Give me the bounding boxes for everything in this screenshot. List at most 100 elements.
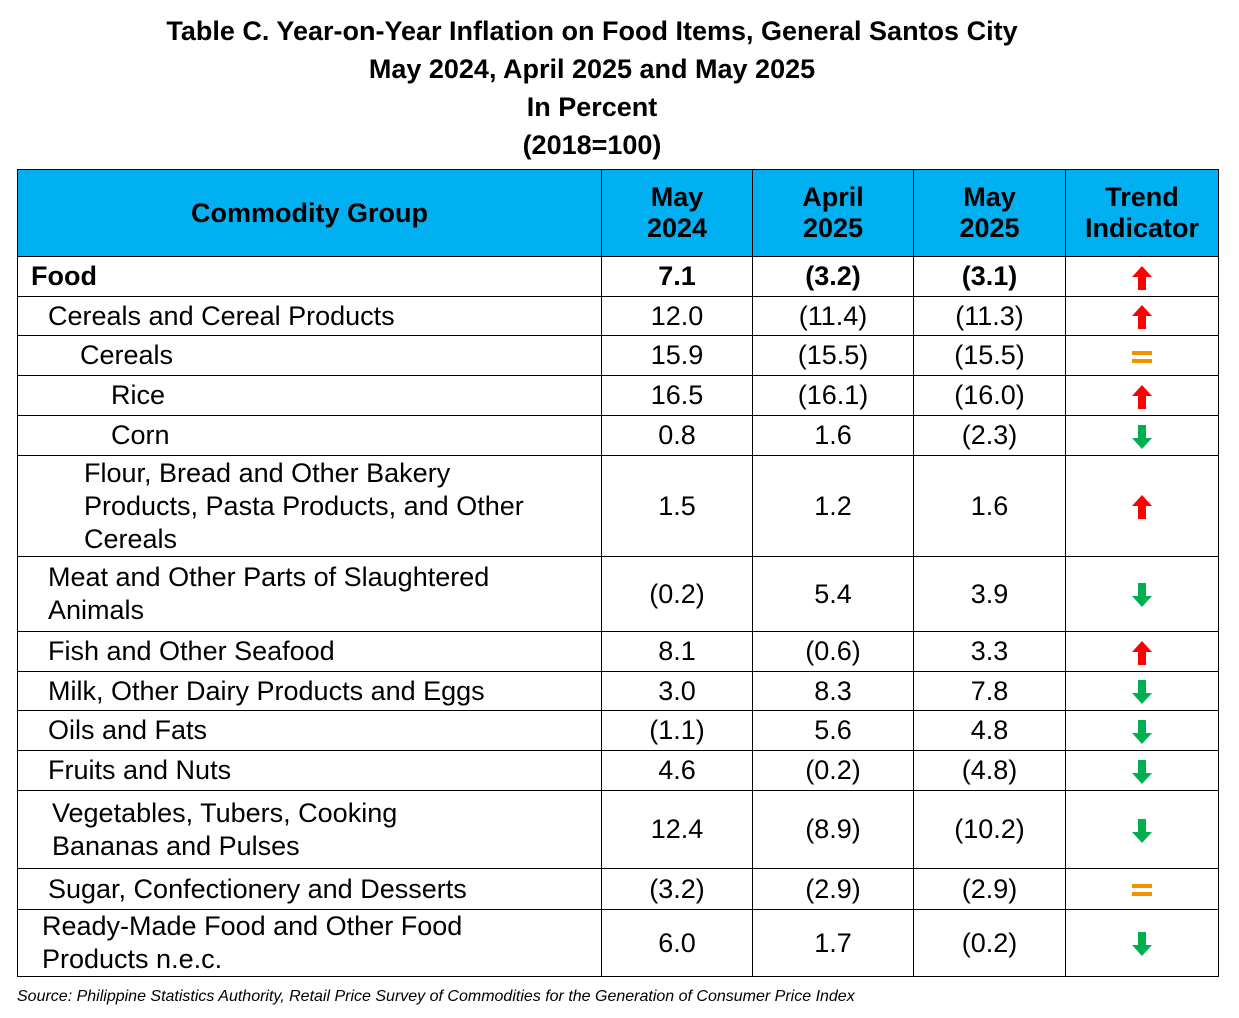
value-may-2025: (2.9)	[913, 868, 1066, 910]
commodity-label: Oils and Fats	[17, 710, 602, 751]
value-april-2025: 1.2	[752, 455, 914, 557]
value-may-2025: (10.2)	[913, 790, 1066, 869]
trend-indicator-cell	[1065, 750, 1219, 791]
trend-indicator-cell	[1065, 415, 1219, 456]
commodity-label-line: Cereals and Cereal Products	[48, 300, 395, 331]
header-may-2024: May 2024	[601, 169, 753, 257]
trend-down-arrow-icon	[1132, 424, 1152, 449]
title-line-3: In Percent	[526, 92, 658, 122]
commodity-label-line: Corn	[111, 420, 170, 450]
commodity-label: Food	[17, 256, 602, 297]
trend-down-arrow-icon	[1132, 932, 1152, 957]
table-row: Corn 0.8 1.6 (2.3)	[17, 415, 1219, 456]
value-april-2025: (16.1)	[752, 375, 914, 416]
commodity-label-line: Rice	[111, 380, 166, 410]
value-may-2024: (0.2)	[601, 556, 753, 632]
trend-indicator-cell	[1065, 909, 1219, 977]
value-april-2025: (15.5)	[752, 335, 914, 376]
value-may-2025: (2.3)	[913, 415, 1066, 456]
table-row: Food 7.1 (3.2) (3.1)	[17, 256, 1219, 297]
commodity-label-line: Fruits and Nuts	[48, 755, 232, 785]
commodity-label-line: Ready-Made Food and Other Food	[42, 911, 463, 941]
value-may-2025: 3.3	[913, 631, 1066, 672]
trend-down-arrow-icon	[1132, 719, 1152, 744]
trend-up-arrow-icon	[1132, 640, 1152, 665]
value-april-2025: (3.2)	[752, 256, 914, 297]
commodity-label: Ready-Made Food and Other Food Products n…	[17, 909, 602, 977]
value-may-2025: (15.5)	[913, 335, 1066, 376]
trend-indicator-cell	[1065, 710, 1219, 751]
value-april-2025: 1.6	[752, 415, 914, 456]
value-april-2025: (0.6)	[752, 631, 914, 672]
commodity-label: Sugar, Confectionery and Desserts	[17, 868, 602, 910]
trend-indicator-cell	[1065, 631, 1219, 672]
commodity-label-line: Cereals	[84, 523, 178, 554]
title-line-1: Table C. Year-on-Year Inflation on Food …	[166, 16, 1018, 46]
header-trend-indicator: Trend Indicator	[1065, 169, 1219, 257]
commodity-label: Cereals and Cereal Products	[17, 296, 602, 336]
value-may-2025: 1.6	[913, 455, 1066, 557]
value-april-2025: (2.9)	[752, 868, 914, 910]
table-row: Ready-Made Food and Other Food Products n…	[17, 909, 1219, 977]
commodity-label-line: Products n.e.c.	[42, 944, 223, 974]
commodity-label: Fish and Other Seafood	[17, 631, 602, 672]
commodity-label: Meat and Other Parts of Slaughtered Anima…	[17, 556, 602, 632]
value-may-2024: 1.5	[601, 455, 753, 557]
commodity-label: Fruits and Nuts	[17, 750, 602, 791]
value-may-2025: (16.0)	[913, 375, 1066, 416]
trend-up-arrow-icon	[1132, 495, 1152, 520]
header-may-2024-line2: 2024	[646, 213, 708, 243]
header-commodity-group: Commodity Group	[17, 169, 602, 257]
value-may-2025: 7.8	[913, 671, 1066, 711]
table-row: Sugar, Confectionery and Desserts (3.2) (2…	[17, 868, 1219, 910]
inflation-table: Commodity Group May 2024 April 2025 May 202…	[17, 169, 1219, 977]
trend-indicator-cell	[1065, 671, 1219, 711]
header-may-2025-line2: 2025	[959, 213, 1020, 243]
source-note: Source: Philippine Statistics Authority,…	[17, 988, 855, 1005]
value-may-2025: (0.2)	[913, 909, 1066, 977]
value-april-2025: 5.4	[752, 556, 914, 632]
table-row: Meat and Other Parts of Slaughtered Anima…	[17, 556, 1219, 632]
value-may-2025: (4.8)	[913, 750, 1066, 791]
table-row: Cereals and Cereal Products 12.0 (11.4) (11…	[17, 296, 1219, 336]
commodity-label-line: Animals	[48, 595, 145, 625]
trend-indicator-cell	[1065, 296, 1219, 336]
value-april-2025: (11.4)	[752, 296, 914, 336]
value-may-2024: 16.5	[601, 375, 753, 416]
trend-up-arrow-icon	[1132, 305, 1152, 330]
value-april-2025: 8.3	[752, 671, 914, 711]
commodity-label: Rice	[17, 375, 602, 416]
trend-indicator-cell	[1065, 375, 1219, 416]
value-may-2024: 12.0	[601, 296, 753, 336]
table-header-row: Commodity Group May 2024 April 2025 May 202…	[17, 169, 1219, 257]
table-row: Fruits and Nuts 4.6 (0.2) (4.8)	[17, 750, 1219, 791]
commodity-label: Cereals	[17, 335, 602, 376]
commodity-label-line: Fish and Other Seafood	[48, 636, 335, 666]
value-may-2025: 3.9	[913, 556, 1066, 632]
commodity-label-line: Food	[31, 261, 97, 291]
header-may-2025-line1: May	[963, 182, 1016, 212]
trend-indicator-cell	[1065, 455, 1219, 557]
commodity-label-line: Milk, Other Dairy Products and Eggs	[48, 675, 485, 706]
title-line-2: May 2024, April 2025 and May 2025	[368, 54, 816, 84]
trend-down-arrow-icon	[1132, 818, 1152, 843]
value-april-2025: (0.2)	[752, 750, 914, 791]
trend-up-arrow-icon	[1132, 384, 1152, 409]
title-line-4: (2018=100)	[522, 130, 662, 160]
table-row: Fish and Other Seafood 8.1 (0.6) 3.3	[17, 631, 1219, 672]
value-may-2024: 0.8	[601, 415, 753, 456]
value-may-2024: 8.1	[601, 631, 753, 672]
value-may-2024: 6.0	[601, 909, 753, 977]
commodity-label: Corn	[17, 415, 602, 456]
header-may-2025: May 2025	[913, 169, 1066, 257]
trend-indicator-cell	[1065, 256, 1219, 297]
table-row: Rice 16.5 (16.1) (16.0)	[17, 375, 1219, 416]
trend-down-arrow-icon	[1132, 680, 1152, 705]
value-may-2024: 4.6	[601, 750, 753, 791]
value-may-2025: 4.8	[913, 710, 1066, 751]
trend-indicator-cell	[1065, 556, 1219, 632]
title-block: Table C. Year-on-Year Inflation on Food …	[0, 12, 1184, 164]
value-may-2024: 12.4	[601, 790, 753, 869]
table-row: Vegetables, Tubers, Cooking Bananas and P…	[17, 790, 1219, 869]
commodity-label-line: Flour, Bread and Other Bakery	[84, 457, 451, 488]
